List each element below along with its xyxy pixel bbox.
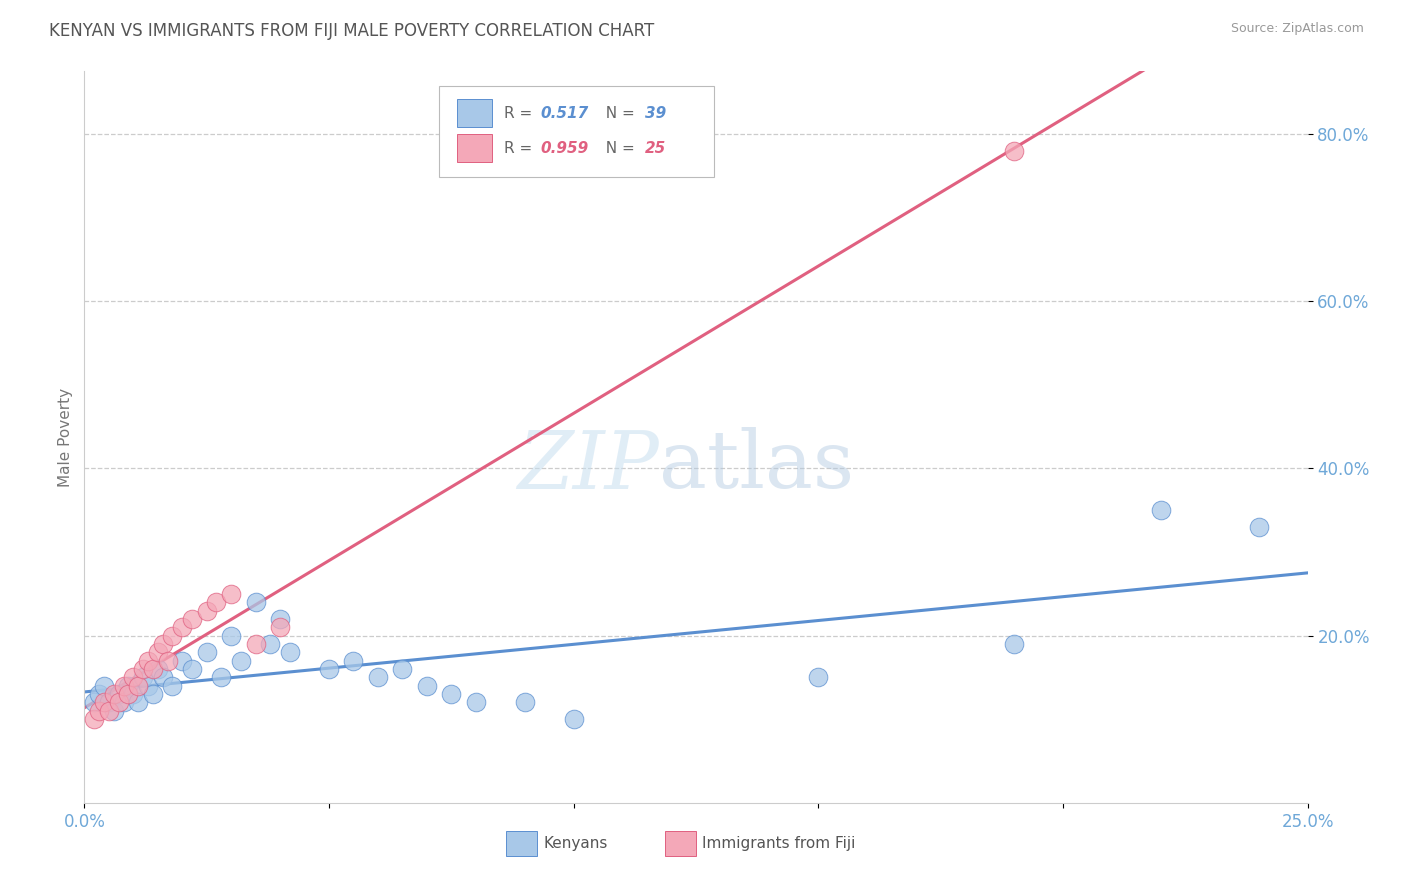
- Text: R =: R =: [503, 141, 537, 156]
- Point: [259, 637, 281, 651]
- Text: N =: N =: [596, 105, 640, 120]
- Text: 25: 25: [644, 141, 666, 156]
- Point: [83, 696, 105, 710]
- Text: N =: N =: [596, 141, 640, 156]
- Point: [318, 662, 340, 676]
- Text: Source: ZipAtlas.com: Source: ZipAtlas.com: [1230, 22, 1364, 36]
- Point: [103, 687, 125, 701]
- Point: [112, 679, 135, 693]
- Point: [142, 687, 165, 701]
- Point: [156, 654, 179, 668]
- Point: [278, 645, 301, 659]
- Point: [229, 654, 252, 668]
- Point: [136, 654, 159, 668]
- Point: [245, 637, 267, 651]
- Point: [464, 696, 486, 710]
- Text: ZIP: ZIP: [517, 427, 659, 505]
- Point: [195, 603, 218, 617]
- Point: [146, 645, 169, 659]
- Point: [367, 670, 389, 684]
- Point: [152, 637, 174, 651]
- Point: [1150, 503, 1173, 517]
- Text: Immigrants from Fiji: Immigrants from Fiji: [702, 836, 855, 851]
- Point: [87, 687, 110, 701]
- Point: [1002, 637, 1025, 651]
- Point: [1247, 520, 1270, 534]
- Point: [219, 587, 242, 601]
- Point: [93, 679, 115, 693]
- Point: [117, 687, 139, 701]
- Point: [172, 654, 194, 668]
- Point: [83, 712, 105, 726]
- Point: [195, 645, 218, 659]
- Point: [97, 696, 120, 710]
- FancyBboxPatch shape: [439, 86, 714, 178]
- FancyBboxPatch shape: [457, 99, 492, 127]
- Point: [269, 612, 291, 626]
- FancyBboxPatch shape: [506, 830, 537, 856]
- Point: [103, 704, 125, 718]
- Text: KENYAN VS IMMIGRANTS FROM FIJI MALE POVERTY CORRELATION CHART: KENYAN VS IMMIGRANTS FROM FIJI MALE POVE…: [49, 22, 654, 40]
- Point: [181, 612, 204, 626]
- Point: [342, 654, 364, 668]
- Point: [562, 712, 585, 726]
- Point: [93, 696, 115, 710]
- FancyBboxPatch shape: [457, 135, 492, 162]
- Point: [513, 696, 536, 710]
- Point: [205, 595, 228, 609]
- Point: [219, 629, 242, 643]
- Point: [269, 620, 291, 634]
- Y-axis label: Male Poverty: Male Poverty: [58, 387, 73, 487]
- Point: [807, 670, 830, 684]
- Point: [132, 662, 155, 676]
- FancyBboxPatch shape: [665, 830, 696, 856]
- Point: [97, 704, 120, 718]
- Point: [132, 670, 155, 684]
- Point: [117, 679, 139, 693]
- Text: Kenyans: Kenyans: [543, 836, 607, 851]
- Text: R =: R =: [503, 105, 537, 120]
- Point: [107, 687, 129, 701]
- Point: [87, 704, 110, 718]
- Point: [127, 696, 149, 710]
- Point: [146, 662, 169, 676]
- Point: [245, 595, 267, 609]
- Point: [142, 662, 165, 676]
- Point: [107, 696, 129, 710]
- Point: [162, 679, 184, 693]
- Point: [440, 687, 463, 701]
- Point: [127, 679, 149, 693]
- Point: [416, 679, 439, 693]
- Text: atlas: atlas: [659, 427, 855, 506]
- Point: [152, 670, 174, 684]
- Text: 39: 39: [644, 105, 666, 120]
- Point: [209, 670, 232, 684]
- Point: [122, 687, 145, 701]
- Point: [162, 629, 184, 643]
- Text: 0.959: 0.959: [541, 141, 589, 156]
- Point: [122, 670, 145, 684]
- Point: [112, 696, 135, 710]
- Point: [181, 662, 204, 676]
- Point: [391, 662, 413, 676]
- Point: [172, 620, 194, 634]
- Point: [1002, 144, 1025, 158]
- Point: [136, 679, 159, 693]
- Text: 0.517: 0.517: [541, 105, 589, 120]
